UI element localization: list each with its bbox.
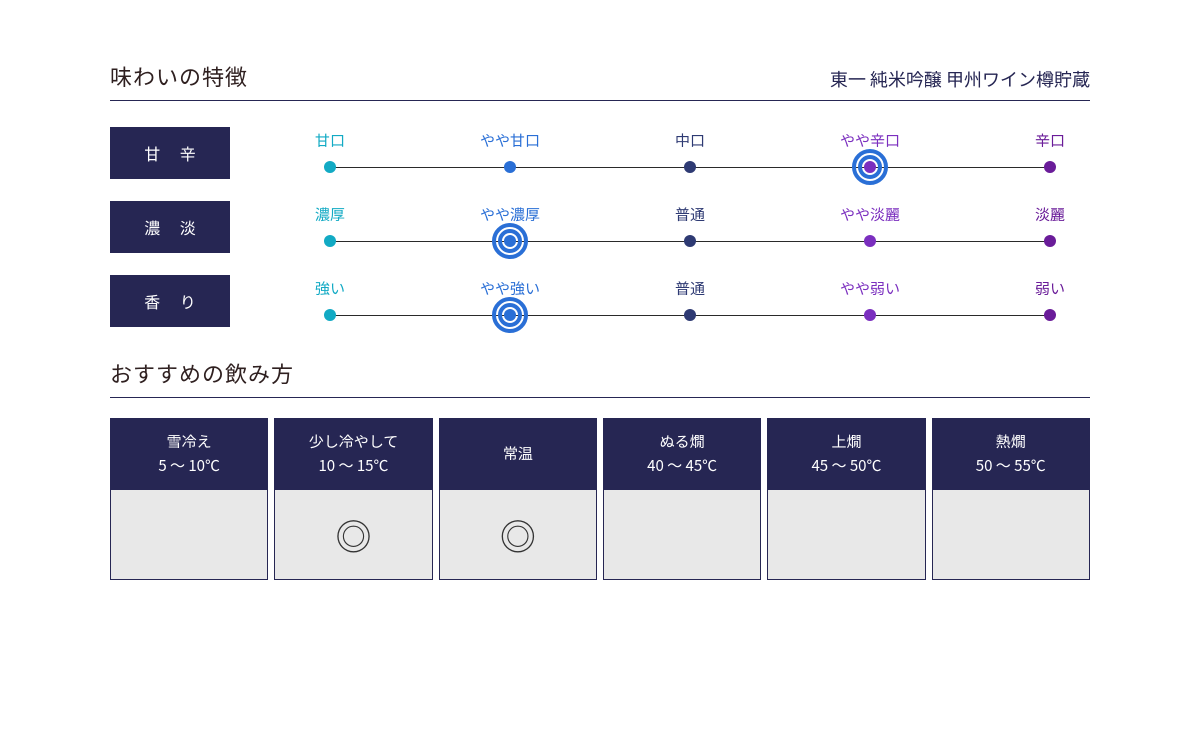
- taste-line: [290, 305, 1090, 325]
- serving-mark: [603, 490, 761, 580]
- taste-option-label: 普通: [650, 278, 730, 299]
- taste-dot-cell: [830, 235, 910, 247]
- serving-temp: 40 ～ 45℃: [647, 454, 717, 478]
- serving-column: 熱燗50 ～ 55℃: [932, 418, 1090, 580]
- taste-dot: [684, 161, 696, 173]
- serving-column: ぬる燗40 ～ 45℃: [603, 418, 761, 580]
- taste-dot-cell: [1010, 309, 1090, 321]
- taste-row: 甘 辛 甘口 やや甘口 中口 やや辛口 辛口: [110, 127, 1090, 179]
- taste-track: 濃厚 やや濃厚 普通 やや淡麗 淡麗: [290, 204, 1090, 251]
- serving-mark: [110, 490, 268, 580]
- taste-option-label: 淡麗: [1010, 204, 1090, 225]
- taste-dot-cell: [290, 235, 370, 247]
- taste-line: [290, 231, 1090, 251]
- serving-column: 雪冷え5 ～ 10℃: [110, 418, 268, 580]
- taste-option-label: 濃厚: [290, 204, 370, 225]
- serving-head: 雪冷え5 ～ 10℃: [110, 418, 268, 490]
- taste-row: 濃 淡 濃厚 やや濃厚 普通 やや淡麗 淡麗: [110, 201, 1090, 253]
- serving-name: 常温: [503, 442, 533, 466]
- serving-mark: [767, 490, 925, 580]
- taste-option-label: やや淡麗: [830, 204, 910, 225]
- taste-dot-cell: [290, 161, 370, 173]
- taste-scales: 甘 辛甘口やや甘口中口やや辛口辛口濃 淡濃厚やや濃厚普通やや淡麗淡麗香 り強いや…: [110, 127, 1090, 327]
- serving-head: 上燗45 ～ 50℃: [767, 418, 925, 490]
- taste-dot: [1044, 309, 1056, 321]
- taste-row: 香 り 強い やや強い 普通 やや弱い 弱い: [110, 275, 1090, 327]
- taste-section: 味わいの特徴 東一 純米吟醸 甲州ワイン樽貯蔵 甘 辛 甘口 やや甘口 中口 やや辛口 辛…: [110, 60, 1090, 327]
- taste-option-label: 普通: [650, 204, 730, 225]
- taste-selector-ring-icon: [492, 223, 528, 259]
- serving-name: 熱燗: [996, 430, 1026, 454]
- taste-dot: [684, 235, 696, 247]
- taste-option-label: 弱い: [1010, 278, 1090, 299]
- taste-option-label: やや弱い: [830, 278, 910, 299]
- taste-dot: [1044, 161, 1056, 173]
- taste-option-label: 中口: [650, 130, 730, 151]
- taste-dots: [290, 157, 1090, 177]
- taste-row-label: 香 り: [110, 275, 230, 327]
- taste-dot-cell: [1010, 161, 1090, 173]
- taste-row-label: 甘 辛: [110, 127, 230, 179]
- taste-option-labels: 甘口 やや甘口 中口 やや辛口 辛口: [290, 130, 1090, 151]
- taste-header: 味わいの特徴 東一 純米吟醸 甲州ワイン樽貯蔵: [110, 60, 1090, 101]
- taste-dot: [504, 161, 516, 173]
- taste-dot-cell: [290, 309, 370, 321]
- taste-dot-cell: [650, 161, 730, 173]
- taste-option-label: 辛口: [1010, 130, 1090, 151]
- serving-column: 少し冷やして10 ～ 15℃◎: [274, 418, 432, 580]
- taste-selector-ring-icon: [852, 149, 888, 185]
- taste-option-label: やや強い: [470, 278, 550, 299]
- serving-title: おすすめの飲み方: [110, 357, 1090, 398]
- serving-column: 上燗45 ～ 50℃: [767, 418, 925, 580]
- taste-dot: [324, 161, 336, 173]
- serving-name: 上燗: [831, 430, 861, 454]
- taste-dot: [324, 309, 336, 321]
- taste-dot-cell: [470, 161, 550, 173]
- taste-dot-cell: [650, 235, 730, 247]
- taste-row-label: 濃 淡: [110, 201, 230, 253]
- taste-dot: [324, 235, 336, 247]
- taste-dot: [1044, 235, 1056, 247]
- serving-mark: ◎: [274, 490, 432, 580]
- serving-head: 少し冷やして10 ～ 15℃: [274, 418, 432, 490]
- serving-section: おすすめの飲み方 雪冷え5 ～ 10℃少し冷やして10 ～ 15℃◎常温◎ぬる燗…: [110, 357, 1090, 580]
- taste-dots: [290, 305, 1090, 325]
- product-name: 東一 純米吟醸 甲州ワイン樽貯蔵: [830, 66, 1090, 92]
- taste-option-label: やや辛口: [830, 130, 910, 151]
- taste-option-labels: 強い やや強い 普通 やや弱い 弱い: [290, 278, 1090, 299]
- taste-option-label: 強い: [290, 278, 370, 299]
- serving-head: 常温: [439, 418, 597, 490]
- serving-name: 雪冷え: [167, 430, 212, 454]
- taste-dot-cell: [1010, 235, 1090, 247]
- taste-option-label: やや濃厚: [470, 204, 550, 225]
- serving-temp: 50 ～ 55℃: [976, 454, 1046, 478]
- taste-dot: [864, 235, 876, 247]
- taste-dot: [684, 309, 696, 321]
- serving-column: 常温 ◎: [439, 418, 597, 580]
- serving-table: 雪冷え5 ～ 10℃少し冷やして10 ～ 15℃◎常温◎ぬる燗40 ～ 45℃上…: [110, 418, 1090, 580]
- taste-title: 味わいの特徴: [110, 60, 248, 92]
- taste-selector-ring-icon: [492, 297, 528, 333]
- taste-line: [290, 157, 1090, 177]
- serving-head: ぬる燗40 ～ 45℃: [603, 418, 761, 490]
- serving-temp: 45 ～ 50℃: [811, 454, 881, 478]
- serving-mark: ◎: [439, 490, 597, 580]
- taste-option-labels: 濃厚 やや濃厚 普通 やや淡麗 淡麗: [290, 204, 1090, 225]
- serving-temp: 10 ～ 15℃: [318, 454, 388, 478]
- taste-option-label: やや甘口: [470, 130, 550, 151]
- taste-dot-cell: [830, 309, 910, 321]
- taste-option-label: 甘口: [290, 130, 370, 151]
- serving-mark: [932, 490, 1090, 580]
- taste-dots: [290, 231, 1090, 251]
- serving-head: 熱燗50 ～ 55℃: [932, 418, 1090, 490]
- taste-dot: [864, 309, 876, 321]
- taste-track: 甘口 やや甘口 中口 やや辛口 辛口: [290, 130, 1090, 177]
- taste-track: 強い やや強い 普通 やや弱い 弱い: [290, 278, 1090, 325]
- serving-name: ぬる燗: [660, 430, 705, 454]
- serving-name: 少し冷やして: [309, 430, 399, 454]
- serving-temp: 5 ～ 10℃: [158, 454, 220, 478]
- taste-dot-cell: [650, 309, 730, 321]
